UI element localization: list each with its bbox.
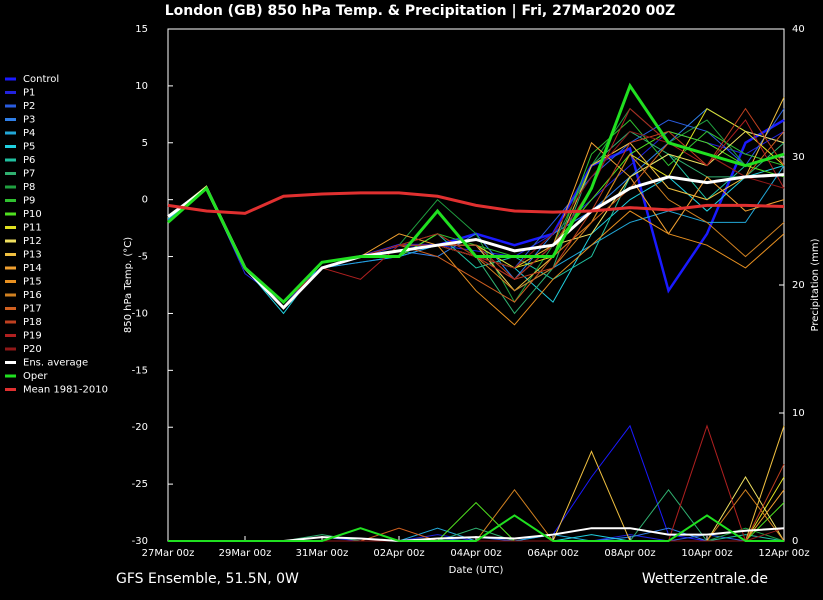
y-tick-label: 15 <box>135 24 148 35</box>
y-tick-label: -25 <box>132 479 148 490</box>
x-tick-label: 04Apr 00z <box>450 548 501 559</box>
legend-label: P15 <box>23 277 42 288</box>
legend-label: P17 <box>23 304 42 315</box>
legend-label: P1 <box>23 88 35 99</box>
legend-label: P13 <box>23 250 42 261</box>
temp-line <box>167 118 785 304</box>
temp-line <box>167 141 785 303</box>
legend-label: P7 <box>23 169 35 180</box>
x-tick-label: 27Mar 00z <box>142 548 195 559</box>
y2-tick-label: 10 <box>792 408 805 419</box>
x-axis-label: Date (UTC) <box>449 565 504 576</box>
x-tick-label: 12Apr 00z <box>758 548 809 559</box>
precip-line <box>168 514 784 542</box>
y-axis-label: 850 hPa Temp. (°C) <box>123 237 134 333</box>
legend-label: Mean 1981-2010 <box>23 385 108 396</box>
x-tick-label: 08Apr 00z <box>604 548 655 559</box>
legend-label: P19 <box>23 331 42 342</box>
y-tick-label: -15 <box>132 365 148 376</box>
x-tick-label: 29Mar 00z <box>219 548 272 559</box>
y2-axis-label: Precipitation (mm) <box>810 238 821 331</box>
precip-line <box>168 488 784 542</box>
y-tick-label: -30 <box>132 536 148 547</box>
y2-tick-label: 30 <box>792 152 805 163</box>
temp-line <box>167 191 785 215</box>
precip-line <box>168 424 784 542</box>
y2-tick-label: 0 <box>792 536 798 547</box>
legend-label: P11 <box>23 223 42 234</box>
legend-label: P18 <box>23 317 42 328</box>
precip-line <box>168 424 784 542</box>
legend-label: P3 <box>23 115 35 126</box>
chart-title: London (GB) 850 hPa Temp. & Precipitatio… <box>165 3 676 19</box>
y2-tick-label: 20 <box>792 280 805 291</box>
x-tick-label: 02Apr 00z <box>373 548 424 559</box>
footer-right: Wetterzentrale.de <box>642 571 768 587</box>
legend-label: P2 <box>23 101 35 112</box>
footer-left: GFS Ensemble, 51.5N, 0W <box>116 571 299 587</box>
x-tick-label: 31Mar 00z <box>296 548 349 559</box>
precip-line <box>168 476 785 542</box>
legend-label: P14 <box>23 263 42 274</box>
temp-line <box>167 173 785 310</box>
legend-label: P6 <box>23 155 35 166</box>
legend-label: P9 <box>23 196 35 207</box>
precip-line <box>168 476 785 542</box>
temp-line <box>167 82 785 305</box>
legend-label: P20 <box>23 344 42 355</box>
precip-line <box>168 488 785 542</box>
legend-label: P10 <box>23 209 42 220</box>
y-tick-label: 10 <box>135 81 148 92</box>
x-tick-label: 06Apr 00z <box>527 548 578 559</box>
y-tick-label: 5 <box>142 138 148 149</box>
legend-label: P8 <box>23 182 35 193</box>
legend-label: P16 <box>23 290 42 301</box>
y2-tick-label: 40 <box>792 24 805 35</box>
temp-line <box>167 119 785 303</box>
legend-label: P5 <box>23 142 35 153</box>
y-tick-label: 0 <box>142 195 148 206</box>
legend-label: Control <box>23 74 59 85</box>
y-tick-label: -10 <box>132 308 148 319</box>
y-tick-label: -20 <box>132 422 148 433</box>
precip-line <box>168 489 785 542</box>
legend-label: P12 <box>23 236 42 247</box>
x-tick-label: 10Apr 00z <box>681 548 732 559</box>
precip-line <box>168 425 785 542</box>
legend-label: Oper <box>23 371 48 382</box>
y-tick-label: -5 <box>138 252 148 263</box>
legend-label: P4 <box>23 128 35 139</box>
legend-label: Ens. average <box>23 358 88 369</box>
